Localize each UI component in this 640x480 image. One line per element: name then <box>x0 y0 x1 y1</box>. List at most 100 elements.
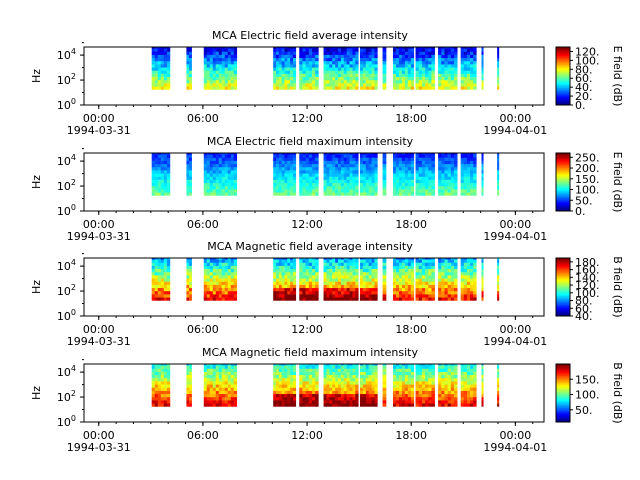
heatmap-cell <box>395 185 400 190</box>
heatmap-cell <box>463 70 468 74</box>
heatmap-cell <box>362 400 367 404</box>
heatmap-cell <box>418 287 423 292</box>
heatmap-cell <box>224 403 229 407</box>
heatmap-cell <box>421 86 426 90</box>
heatmap-cell <box>151 377 156 382</box>
heatmap-cell <box>392 365 397 369</box>
heatmap-cell <box>151 265 156 270</box>
heatmap-cell <box>215 166 220 171</box>
heatmap-cell <box>355 51 359 55</box>
heatmap-cell <box>404 403 409 407</box>
heatmap-cell <box>349 173 353 177</box>
heatmap-cell <box>460 271 465 276</box>
heatmap-cell <box>360 384 364 388</box>
heatmap-cell <box>209 160 214 165</box>
heatmap-cell <box>454 297 458 301</box>
heatmap-cell <box>224 83 229 87</box>
heatmap-cell <box>206 48 211 52</box>
heatmap-cell <box>481 47 484 49</box>
heatmap-cell <box>368 284 372 289</box>
heatmap-cell <box>212 284 217 289</box>
heatmap-cell <box>299 153 303 155</box>
colorbar-tick-label: 100. <box>575 287 600 300</box>
heatmap-cell <box>157 275 162 279</box>
heatmap-cell <box>338 371 342 376</box>
heatmap-cell <box>466 76 471 81</box>
heatmap-cell <box>154 365 159 369</box>
heatmap-cell <box>404 377 409 382</box>
heatmap-cell <box>186 365 190 369</box>
heatmap-cell <box>276 154 280 158</box>
heatmap-cell <box>302 76 306 81</box>
heatmap-cell <box>311 368 316 372</box>
heatmap-cell <box>368 185 372 190</box>
heatmap-cell <box>315 179 319 184</box>
heatmap-cell <box>160 400 165 404</box>
heatmap-cell <box>332 400 336 404</box>
heatmap-cell <box>332 297 336 301</box>
heatmap-cell <box>302 170 306 174</box>
heatmap-cell <box>349 73 353 78</box>
heatmap-cell <box>218 265 223 270</box>
heatmap-cell <box>418 374 423 379</box>
heatmap-cell <box>154 390 159 395</box>
heatmap-cell <box>382 294 387 298</box>
heatmap-cell <box>460 54 465 59</box>
colorbar-tick-label: 120. <box>575 45 600 58</box>
heatmap-cell <box>460 70 465 74</box>
heatmap-cell <box>227 287 232 292</box>
heatmap-cell <box>326 403 330 407</box>
heatmap-cell <box>206 384 211 388</box>
heatmap-cell <box>186 287 190 292</box>
heatmap-cell <box>463 157 468 161</box>
heatmap-cell <box>481 294 484 298</box>
heatmap-cell <box>302 173 306 177</box>
heatmap-cell <box>212 179 217 184</box>
colorbar-segment <box>556 155 570 158</box>
heatmap-cell <box>428 271 432 276</box>
heatmap-cell <box>454 166 458 171</box>
heatmap-cell <box>382 271 387 276</box>
heatmap-cell <box>335 60 339 65</box>
heatmap-cell <box>404 86 409 90</box>
heatmap-cell <box>401 170 406 174</box>
heatmap-cell <box>352 185 356 190</box>
heatmap-cell <box>227 64 232 68</box>
heatmap-cell <box>349 377 353 382</box>
heatmap-cell <box>382 83 387 87</box>
heatmap-cell <box>308 387 313 391</box>
heatmap-cell <box>308 278 313 282</box>
heatmap-cell <box>470 368 474 372</box>
heatmap-cell <box>346 83 350 87</box>
heatmap-cell <box>221 374 226 379</box>
heatmap-cell <box>410 287 415 292</box>
colorbar-segment <box>556 266 570 269</box>
heatmap-cell <box>221 189 226 193</box>
heatmap-cell <box>157 166 162 171</box>
heatmap-cell <box>343 67 347 71</box>
heatmap-cell <box>287 400 291 404</box>
heatmap-cell <box>224 275 229 279</box>
heatmap-cell <box>292 192 297 196</box>
heatmap-cell <box>404 73 409 78</box>
heatmap-cell <box>401 387 406 391</box>
heatmap-cell <box>360 86 364 90</box>
heatmap-cell <box>371 290 375 295</box>
heatmap-cell <box>299 390 303 395</box>
heatmap-cell <box>401 271 406 276</box>
heatmap-cell <box>401 275 406 279</box>
y-axis-label: Hz <box>30 175 43 189</box>
heatmap-cell <box>460 371 465 376</box>
heatmap-cell <box>466 154 471 158</box>
heatmap-cell <box>311 185 316 190</box>
heatmap-cell <box>444 48 448 52</box>
heatmap-cell <box>209 48 214 52</box>
heatmap-cell <box>365 189 369 193</box>
heatmap-cell <box>212 262 217 266</box>
heatmap-cell <box>335 268 339 273</box>
heatmap-cell <box>160 154 165 158</box>
heatmap-cell <box>189 154 192 158</box>
heatmap-cell <box>431 262 435 266</box>
heatmap-cell <box>335 287 339 292</box>
heatmap-cell <box>302 60 306 65</box>
